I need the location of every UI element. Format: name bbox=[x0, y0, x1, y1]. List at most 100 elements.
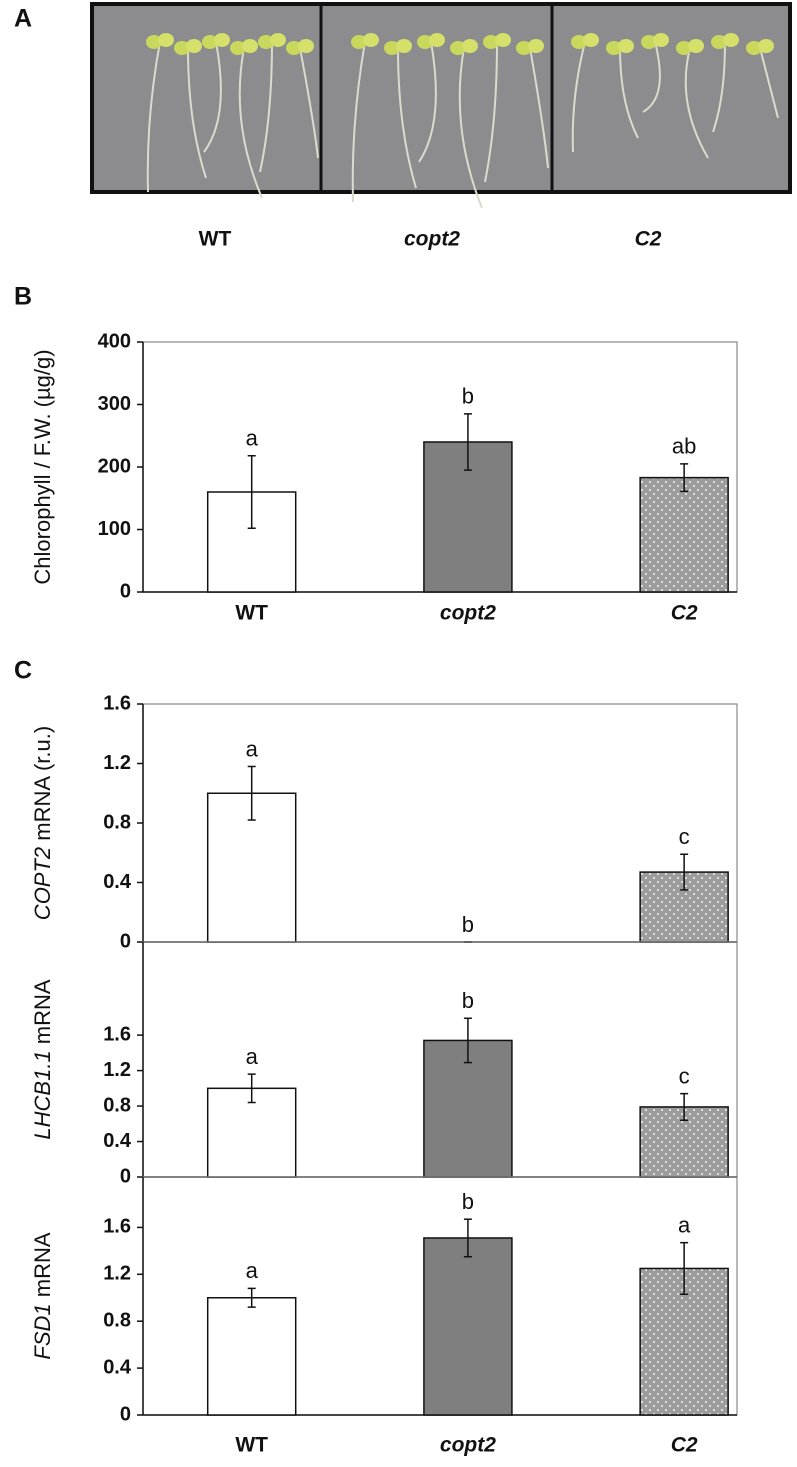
cotyledon bbox=[653, 33, 669, 47]
cotyledon bbox=[158, 33, 174, 47]
y-tick-label: 1.2 bbox=[103, 1263, 131, 1285]
bar bbox=[206, 792, 297, 943]
root bbox=[187, 47, 207, 179]
root bbox=[146, 41, 161, 193]
significance-letter: b bbox=[462, 384, 474, 409]
cotyledon bbox=[146, 35, 162, 49]
cotyledon bbox=[528, 39, 544, 53]
root bbox=[203, 41, 222, 153]
cotyledon bbox=[676, 41, 692, 55]
y-axis-label: Chlorophyll / F.W. (µg/g) bbox=[30, 349, 55, 584]
cotyledon bbox=[495, 33, 511, 47]
y-axis-label: LHCB1.1 mRNA bbox=[30, 979, 55, 1140]
y-axis-label-text: Chlorophyll / F.W. (µg/g) bbox=[30, 349, 55, 584]
cotyledon bbox=[711, 35, 727, 49]
root bbox=[619, 47, 639, 139]
cotyledon bbox=[606, 41, 622, 55]
cotyledon bbox=[583, 33, 599, 47]
cotyledon bbox=[746, 41, 762, 55]
significance-letter: a bbox=[678, 1212, 691, 1237]
bar bbox=[206, 1297, 297, 1416]
root bbox=[458, 47, 483, 209]
significance-letter: c bbox=[679, 824, 690, 849]
cotyledon bbox=[688, 39, 704, 53]
cotyledon bbox=[242, 39, 258, 53]
y-tick-label: 0 bbox=[120, 930, 131, 952]
y-tick-label: 0.4 bbox=[103, 1356, 132, 1378]
significance-letter: a bbox=[246, 1044, 259, 1069]
cotyledon bbox=[174, 41, 190, 55]
cotyledon bbox=[298, 39, 314, 53]
root bbox=[299, 47, 319, 159]
root bbox=[712, 41, 726, 133]
cotyledon bbox=[723, 33, 739, 47]
root bbox=[684, 47, 709, 159]
panel-label: A bbox=[14, 5, 32, 33]
y-tick-label: 0.8 bbox=[103, 1094, 131, 1116]
panel-label: C bbox=[14, 657, 32, 685]
significance-letter: c bbox=[679, 1063, 690, 1088]
root bbox=[238, 47, 263, 199]
x-tick-label: WT bbox=[235, 1434, 268, 1457]
y-tick-label: 0.8 bbox=[103, 1309, 131, 1331]
y-tick-label: 1.6 bbox=[103, 692, 131, 714]
root bbox=[529, 47, 549, 169]
cotyledon bbox=[202, 35, 218, 49]
y-tick-label: 1.2 bbox=[103, 1059, 131, 1081]
y-tick-label: 400 bbox=[98, 330, 131, 352]
cotyledon bbox=[483, 35, 499, 49]
root bbox=[259, 41, 273, 173]
cotyledon bbox=[618, 39, 634, 53]
cotyledon bbox=[571, 35, 587, 49]
y-axis-label-text: mRNA bbox=[30, 979, 55, 1044]
cotyledon bbox=[417, 35, 433, 49]
y-axis-label-text: mRNA (r.u.) bbox=[30, 726, 55, 841]
cotyledon bbox=[351, 35, 367, 49]
panel-label: B bbox=[14, 283, 32, 311]
seedling-photo bbox=[90, 2, 792, 209]
root bbox=[397, 47, 417, 189]
cotyledon bbox=[363, 33, 379, 47]
y-axis-label: FSD1 mRNA bbox=[30, 1232, 55, 1359]
cotyledon bbox=[429, 33, 445, 47]
cotyledon bbox=[258, 35, 274, 49]
photo-label: C2 bbox=[635, 228, 662, 251]
y-axis-label-gene: LHCB1.1 bbox=[30, 1050, 55, 1139]
cotyledon bbox=[462, 39, 478, 53]
cotyledon bbox=[396, 39, 412, 53]
photo-label: copt2 bbox=[404, 228, 460, 251]
y-tick-label: 200 bbox=[98, 455, 131, 477]
significance-letter: a bbox=[246, 736, 259, 761]
y-tick-label: 0 bbox=[120, 1403, 131, 1425]
bar bbox=[639, 476, 729, 593]
significance-letter: a bbox=[246, 426, 259, 451]
significance-letter: a bbox=[246, 1258, 259, 1283]
significance-letter: b bbox=[462, 912, 474, 937]
cotyledon bbox=[516, 41, 532, 55]
root bbox=[484, 41, 498, 183]
x-tick-label: copt2 bbox=[440, 1434, 496, 1457]
y-tick-label: 0 bbox=[120, 1165, 131, 1187]
y-tick-label: 0 bbox=[120, 580, 131, 602]
x-tick-label: C2 bbox=[671, 1434, 698, 1457]
cotyledon bbox=[270, 33, 286, 47]
x-tick-label: WT bbox=[235, 602, 268, 625]
y-tick-label: 0.8 bbox=[103, 811, 131, 833]
cotyledon bbox=[450, 41, 466, 55]
y-tick-label: 1.6 bbox=[103, 1023, 131, 1045]
photo-label: WT bbox=[199, 228, 232, 251]
root bbox=[759, 47, 779, 119]
y-tick-label: 300 bbox=[98, 393, 131, 415]
cotyledon bbox=[641, 35, 657, 49]
y-tick-label: 0.4 bbox=[103, 1130, 132, 1152]
y-axis-label: COPT2 mRNA (r.u.) bbox=[30, 726, 55, 920]
cotyledon bbox=[230, 41, 246, 55]
significance-letter: ab bbox=[672, 434, 696, 459]
y-axis-label-text: mRNA bbox=[30, 1232, 55, 1297]
y-tick-label: 0.4 bbox=[103, 871, 132, 893]
significance-letter: b bbox=[462, 988, 474, 1013]
significance-letter: b bbox=[462, 1189, 474, 1214]
y-tick-label: 100 bbox=[98, 518, 131, 540]
root bbox=[571, 41, 586, 153]
